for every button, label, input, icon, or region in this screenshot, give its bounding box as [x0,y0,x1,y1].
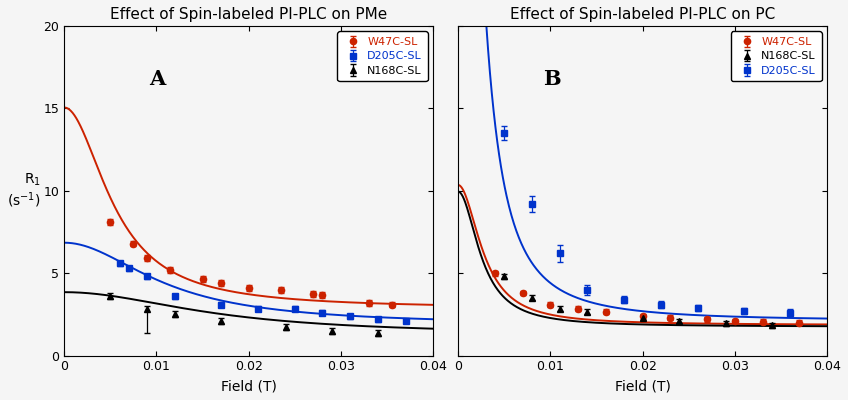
X-axis label: Field (T): Field (T) [220,379,276,393]
Text: B: B [543,69,561,89]
Legend: W47C-SL, D205C-SL, N168C-SL: W47C-SL, D205C-SL, N168C-SL [338,32,427,82]
Y-axis label: R$_1$
(s$^{-1}$): R$_1$ (s$^{-1}$) [7,171,41,210]
X-axis label: Field (T): Field (T) [615,379,671,393]
Title: Effect of Spin-labeled PI-PLC on PC: Effect of Spin-labeled PI-PLC on PC [510,7,775,22]
Title: Effect of Spin-labeled PI-PLC on PMe: Effect of Spin-labeled PI-PLC on PMe [110,7,388,22]
Legend: W47C-SL, N168C-SL, D205C-SL: W47C-SL, N168C-SL, D205C-SL [731,32,822,82]
Text: A: A [149,69,165,89]
